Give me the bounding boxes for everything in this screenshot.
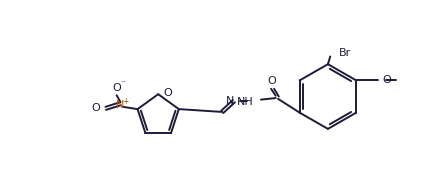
Text: N: N: [116, 100, 125, 110]
Text: N: N: [226, 96, 235, 106]
Text: +: +: [122, 97, 128, 106]
Text: NH: NH: [237, 97, 254, 107]
Text: ⁻: ⁻: [120, 79, 125, 88]
Text: O: O: [267, 76, 276, 86]
Text: O: O: [164, 88, 172, 98]
Text: O: O: [112, 83, 121, 93]
Text: O: O: [92, 103, 101, 113]
Text: Br: Br: [339, 48, 351, 58]
Text: O: O: [382, 75, 391, 85]
